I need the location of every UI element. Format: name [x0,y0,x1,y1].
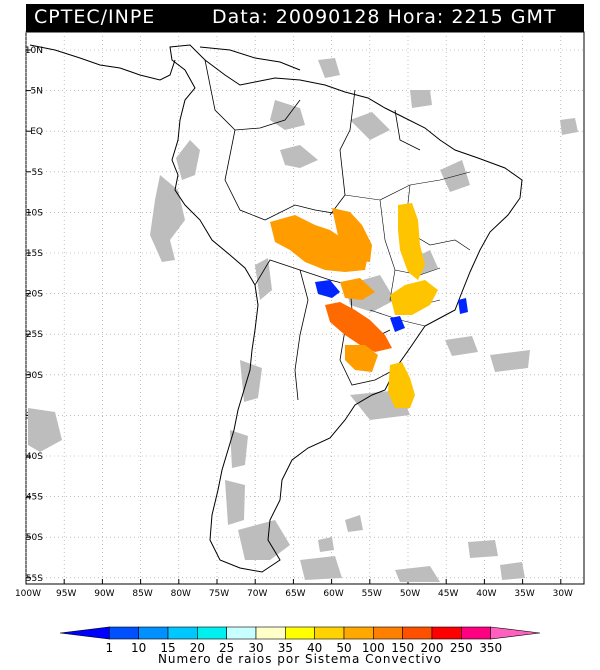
storm-orange-mid [340,278,375,300]
lon-label: 90W [94,589,114,599]
lon-label: 100W [15,589,41,599]
lat-label: 10N [25,46,43,56]
colorbar-value-label: 250 [450,641,473,655]
source-label: CPTEC/INPE [34,6,156,28]
colorbar-value-label: 1 [106,641,114,655]
lat-label: EQ [30,127,43,137]
convective-systems [270,203,468,408]
lat-label: 55S [26,574,43,584]
colorbar-cell [314,626,345,640]
lat-label: 30S [26,371,43,381]
colorbar-cell [343,626,374,640]
lon-label: 95W [56,589,76,599]
colorbar-title: Numero de raios por Sistema Convectivo [157,652,443,666]
colorbar-cell [402,626,433,640]
colorbar: 1 10 15 20 25 30 35 40 50 100 150 200 250 350 [59,626,541,655]
storm-orange-center [332,208,372,262]
header-bar: CPTEC/INPE Data: 20090128 Hora: 2215 GMT [26,4,584,32]
lon-label: 30W [553,589,573,599]
colorbar-cell [59,626,110,640]
lon-label: 35W [514,589,534,599]
lon-label: 45W [438,589,458,599]
lat-label: 25S [26,330,43,340]
lat-label: 15S [26,249,43,259]
colorbar-cell [431,626,462,640]
date-time-label: Data: 20090128 Hora: 2215 GMT [212,6,557,28]
storm-blue-mid [390,316,405,332]
coastlines [29,44,523,573]
central-america-outline [29,44,176,81]
lon-label: 50W [400,589,420,599]
colorbar-value-label: 25 [219,641,234,655]
lon-label: 60W [323,589,343,599]
colorbar-cell [226,626,257,640]
lon-label: 80W [171,589,191,599]
storm-yellow-coast [388,362,415,408]
colorbar-value-label: 40 [307,641,322,655]
colorbar-value-label: 100 [362,641,385,655]
colorbar-value-label: 15 [160,641,175,655]
colorbar-value-label: 10 [131,641,146,655]
colorbar-value-label: 150 [391,641,414,655]
colorbar-value-label: 350 [479,641,502,655]
lat-label: 5S [32,168,44,178]
colorbar-cell [285,626,315,640]
lon-label: 40W [476,589,496,599]
colorbar-value-label: 20 [190,641,205,655]
caribbean-coast [199,46,301,71]
map-frame [25,31,585,585]
colorbar-cell [461,626,491,640]
colorbar-cell [255,626,286,640]
colorbar-cell [109,626,139,640]
storm-orange-south [345,345,378,372]
storm-orange-west [270,215,368,272]
storm-yellow-north [398,203,425,280]
south-america-outline [169,44,523,573]
colorbar-cell [167,626,198,640]
colorbar-value-label: 35 [278,641,293,655]
colorbar-value-label: 30 [248,641,263,655]
lon-label: 55W [362,589,382,599]
lat-label: 20S [26,290,43,300]
storm-blue-east [458,298,468,314]
lat-label: 45S [26,493,43,503]
storm-blue-west [315,280,340,298]
lon-label: 70W [247,589,267,599]
lat-label: 40S [26,452,43,462]
lat-label: 50S [26,533,43,543]
colorbar-cell [138,626,169,640]
lon-label: 85W [132,589,152,599]
lon-label: 75W [209,589,229,599]
lon-label: 65W [285,589,305,599]
colorbar-value-label: 200 [421,641,444,655]
storm-yellow-south [390,280,438,315]
lat-label: 10S [26,208,43,218]
colorbar-cell [197,626,227,640]
colorbar-cell [373,626,403,640]
colorbar-cell [490,626,541,640]
colorbar-value-label: 50 [336,641,351,655]
lat-label: 5N [31,87,43,97]
storm-red-orange [325,302,392,352]
